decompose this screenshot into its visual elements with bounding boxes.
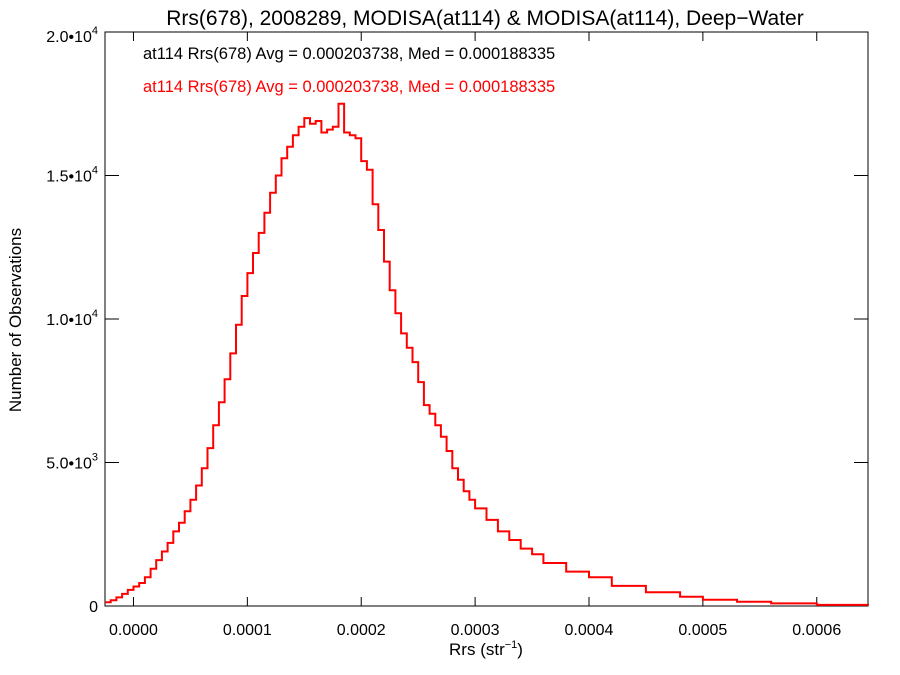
x-tick-label: 0.0003 xyxy=(451,622,500,639)
y-axis-ticks: 0 5.0•103 1.0•104 1.5•104 2.0•104 xyxy=(46,25,868,616)
chart-title: Rrs(678), 2008289, MODISA(at114) & MODIS… xyxy=(166,7,803,30)
y-tick-label: 0 xyxy=(89,599,98,616)
x-tick-label: 0.0001 xyxy=(223,622,272,639)
y-tick-label: 5.0•103 xyxy=(46,452,98,473)
histogram-series-line xyxy=(105,102,869,606)
x-axis-label: Rrs (str−1) xyxy=(449,639,523,659)
x-tick-label: 0.0002 xyxy=(337,622,386,639)
y-tick-label: 1.0•104 xyxy=(46,308,98,329)
x-tick-label: 0.0006 xyxy=(792,622,841,639)
x-tick-label: 0.0005 xyxy=(678,622,727,639)
y-axis-label: Number of Observations xyxy=(6,228,25,412)
legend-entry-black: at114 Rrs(678) Avg = 0.000203738, Med = … xyxy=(143,45,555,63)
y-tick-label: 2.0•104 xyxy=(46,25,98,46)
y-tick-label: 1.5•104 xyxy=(46,165,98,186)
legend-entry-red: at114 Rrs(678) Avg = 0.000203738, Med = … xyxy=(143,78,555,96)
x-tick-label: 0.0004 xyxy=(565,622,614,639)
x-axis-ticks: 0.0000 0.0001 0.0002 0.0003 0.0004 0.0005 0.00… xyxy=(109,32,841,639)
x-tick-label: 0.0000 xyxy=(109,622,158,639)
